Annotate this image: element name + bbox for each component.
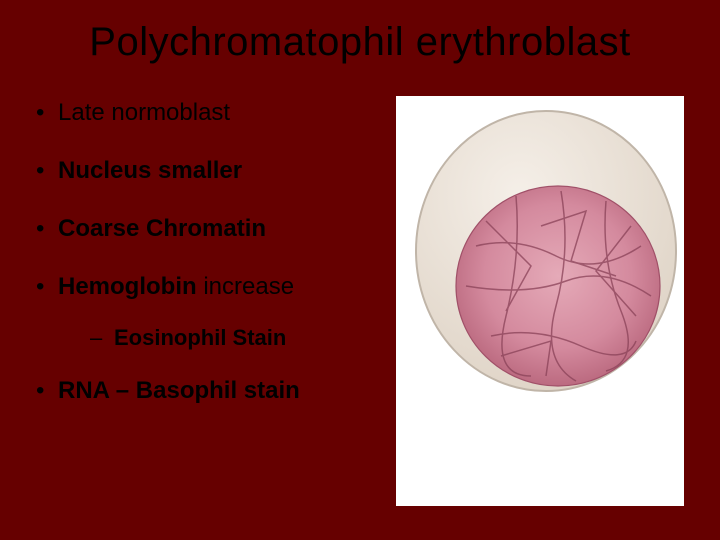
sub-bullet-text: Eosinophil Stain bbox=[114, 325, 286, 350]
nucleus-shape bbox=[456, 186, 660, 386]
cell-diagram bbox=[396, 96, 684, 506]
slide-title: Polychromatophil erythroblast bbox=[36, 20, 684, 65]
bullet-text-bold: Nucleus smaller bbox=[58, 157, 242, 184]
bullet-text: – Basophil stain bbox=[109, 377, 300, 404]
bullet-text: increase bbox=[197, 273, 294, 300]
bullet-text-bold: RNA bbox=[58, 377, 109, 404]
bullet-text-bold: Hemoglobin bbox=[58, 273, 197, 300]
bullet-text-bold: Coarse Chromatin bbox=[58, 215, 266, 242]
cell-svg bbox=[396, 96, 684, 506]
bullet-text: Late normoblast bbox=[58, 99, 230, 126]
